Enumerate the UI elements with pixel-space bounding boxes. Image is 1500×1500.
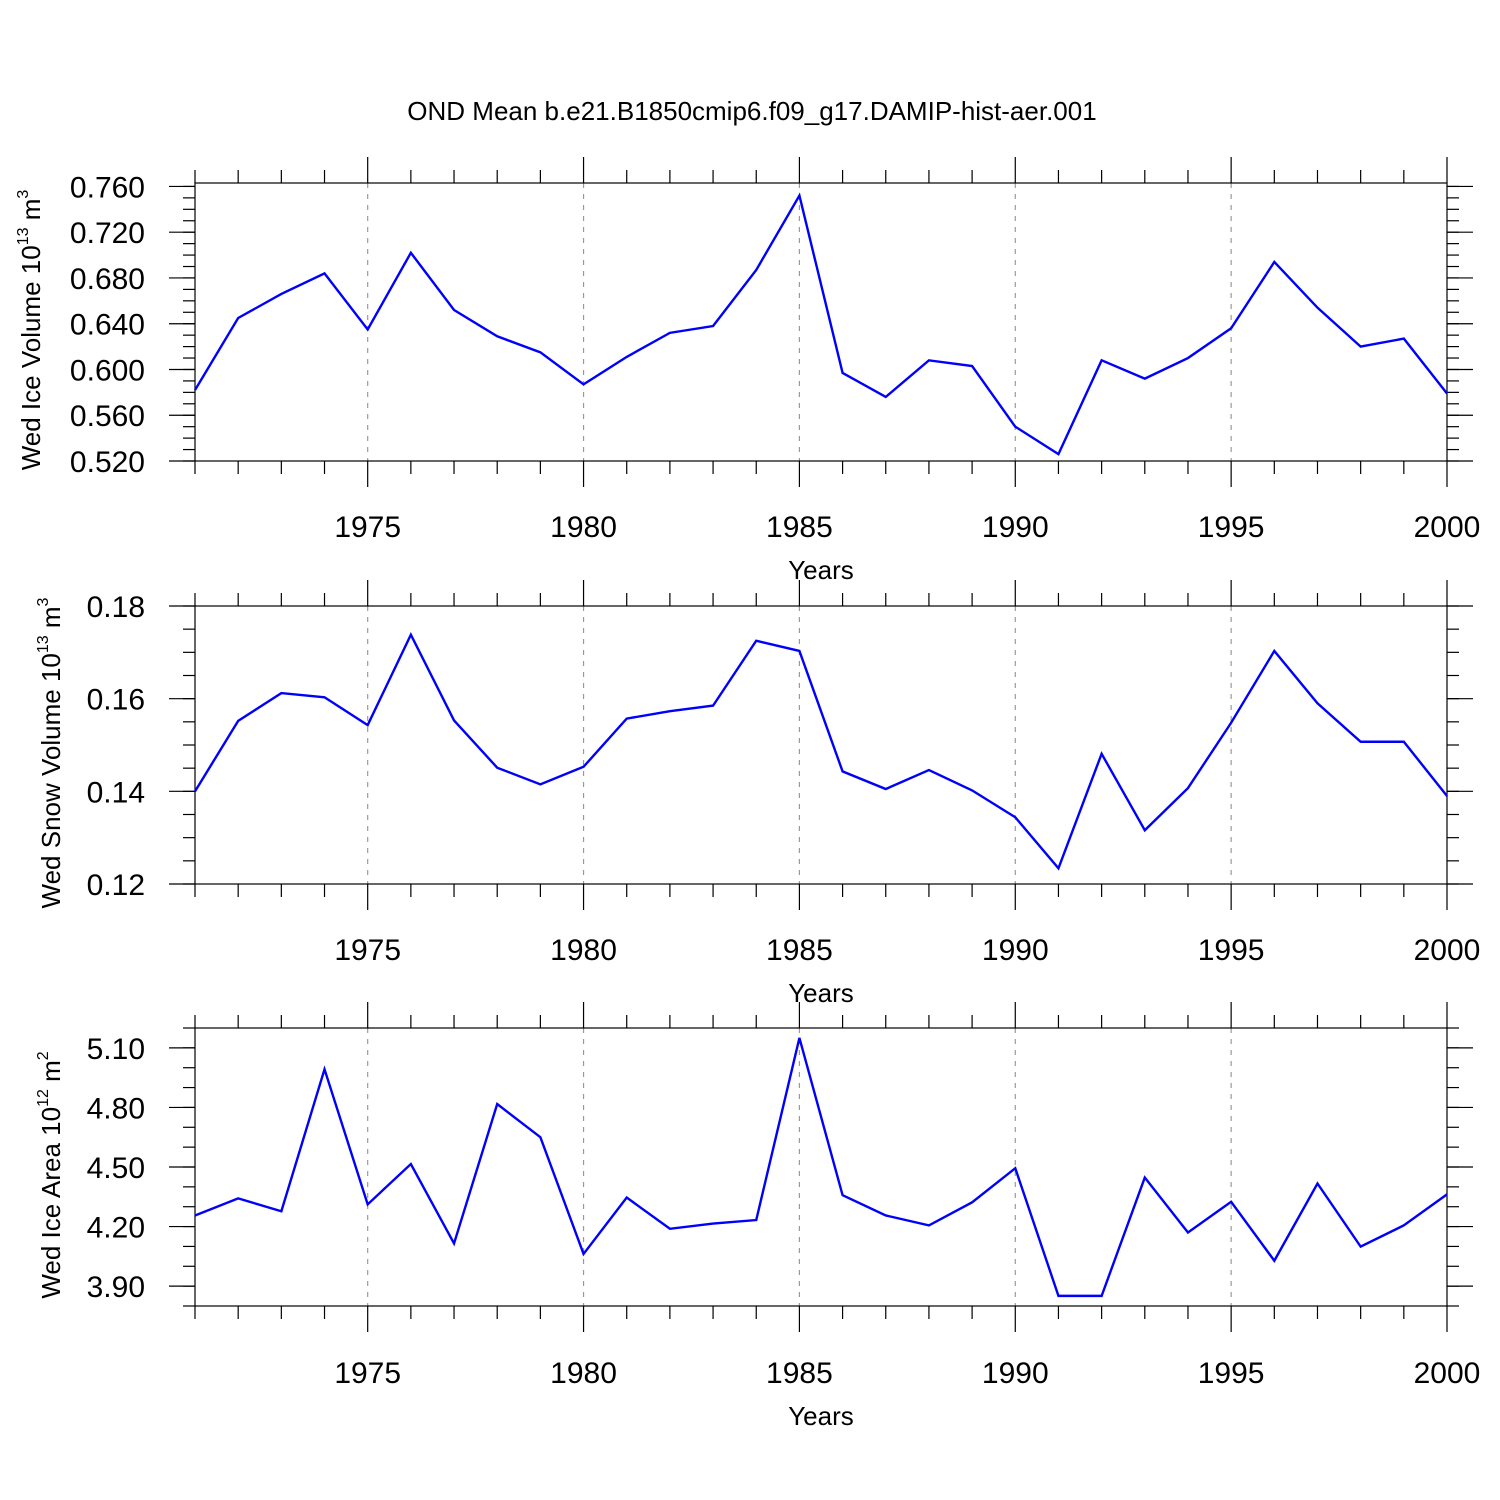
series-line: [194, 1037, 1448, 1298]
y-tick-label: 0.14: [87, 776, 145, 809]
plot-frame: [194, 182, 1448, 462]
y-tick-label: 5.10: [87, 1033, 145, 1066]
y-tick-label: 0.16: [87, 684, 145, 717]
y-axis-label-unit: m: [36, 1060, 66, 1089]
y-axis-label-unit: m: [36, 606, 66, 635]
y-tick-label: 3.90: [87, 1271, 145, 1304]
x-tick-label: 1995: [1198, 511, 1265, 544]
x-tick-label: 1990: [982, 934, 1049, 967]
figure-title: OND Mean b.e21.B1850cmip6.f09_g17.DAMIP-…: [407, 96, 1096, 126]
y-axis-label-exponent: 13: [15, 227, 32, 245]
y-tick-label: 0.560: [70, 400, 145, 433]
panel-ice-area: 3.90 4.20 4.50 4.80 5.10 1975 1980 1985 1990 1995…: [35, 1002, 1480, 1431]
y-axis-label: Wed Ice Volume 1013 m3: [15, 190, 46, 471]
x-tick-label: 2000: [1414, 511, 1481, 544]
x-tick-label: 1975: [334, 511, 401, 544]
x-tick-label: 1995: [1198, 934, 1265, 967]
x-tick-label: 1995: [1198, 1357, 1265, 1390]
y-axis-label-unit-exponent: 3: [15, 190, 32, 199]
x-tick-label: 2000: [1414, 934, 1481, 967]
y-tick-label: 4.50: [87, 1152, 145, 1185]
x-tick-label: 1975: [334, 1357, 401, 1390]
y-axis-label-exponent: 13: [35, 635, 52, 653]
x-tick-label: 1985: [766, 934, 833, 967]
y-tick-label: 0.600: [70, 354, 145, 387]
y-tick-label: 0.640: [70, 309, 145, 342]
y-tick-label: 0.680: [70, 263, 145, 296]
x-axis-label: Years: [788, 978, 854, 1008]
y-tick-label: 4.80: [87, 1092, 145, 1125]
y-tick-label: 0.720: [70, 217, 145, 250]
series-line: [193, 192, 1448, 456]
x-tick-label: 1985: [766, 511, 833, 544]
y-axis-label-unit-exponent: 2: [35, 1051, 52, 1060]
y-axis-label-text: Wed Ice Volume 10: [16, 245, 46, 470]
series-line: [193, 632, 1448, 871]
y-axis-label-unit: m: [16, 199, 46, 228]
y-tick-label: 0.12: [87, 869, 145, 902]
x-tick-label: 1990: [982, 511, 1049, 544]
y-axis-label-unit-exponent: 3: [35, 597, 52, 606]
x-tick-label: 1980: [550, 1357, 617, 1390]
y-axis-label-text: Wed Snow Volume 10: [36, 653, 66, 908]
x-axis-label: Years: [788, 1401, 854, 1431]
panel-snow-volume: 0.12 0.14 0.16 0.18 1975 1980 1985 1990 1995 2000…: [35, 580, 1480, 1008]
x-tick-label: 2000: [1414, 1357, 1481, 1390]
x-tick-label: 1990: [982, 1357, 1049, 1390]
x-tick-label: 1980: [550, 511, 617, 544]
x-tick-label: 1985: [766, 1357, 833, 1390]
y-tick-label: 0.760: [70, 171, 145, 204]
y-axis-label-exponent: 12: [35, 1089, 52, 1107]
y-tick-label: 0.18: [87, 591, 145, 624]
x-tick-label: 1980: [550, 934, 617, 967]
y-tick-label: 0.520: [70, 446, 145, 479]
y-axis-label: Wed Snow Volume 1013 m3: [35, 597, 66, 908]
y-tick-label: 4.20: [87, 1212, 145, 1245]
x-tick-label: 1975: [334, 934, 401, 967]
y-axis-label-text: Wed Ice Area 10: [36, 1107, 66, 1299]
panel-ice-volume: 0.520 0.560 0.600 0.640 0.680 0.720 0.760 1975 1…: [15, 157, 1480, 585]
x-axis-label: Years: [788, 555, 854, 585]
y-axis-label: Wed Ice Area 1012 m2: [35, 1051, 66, 1298]
